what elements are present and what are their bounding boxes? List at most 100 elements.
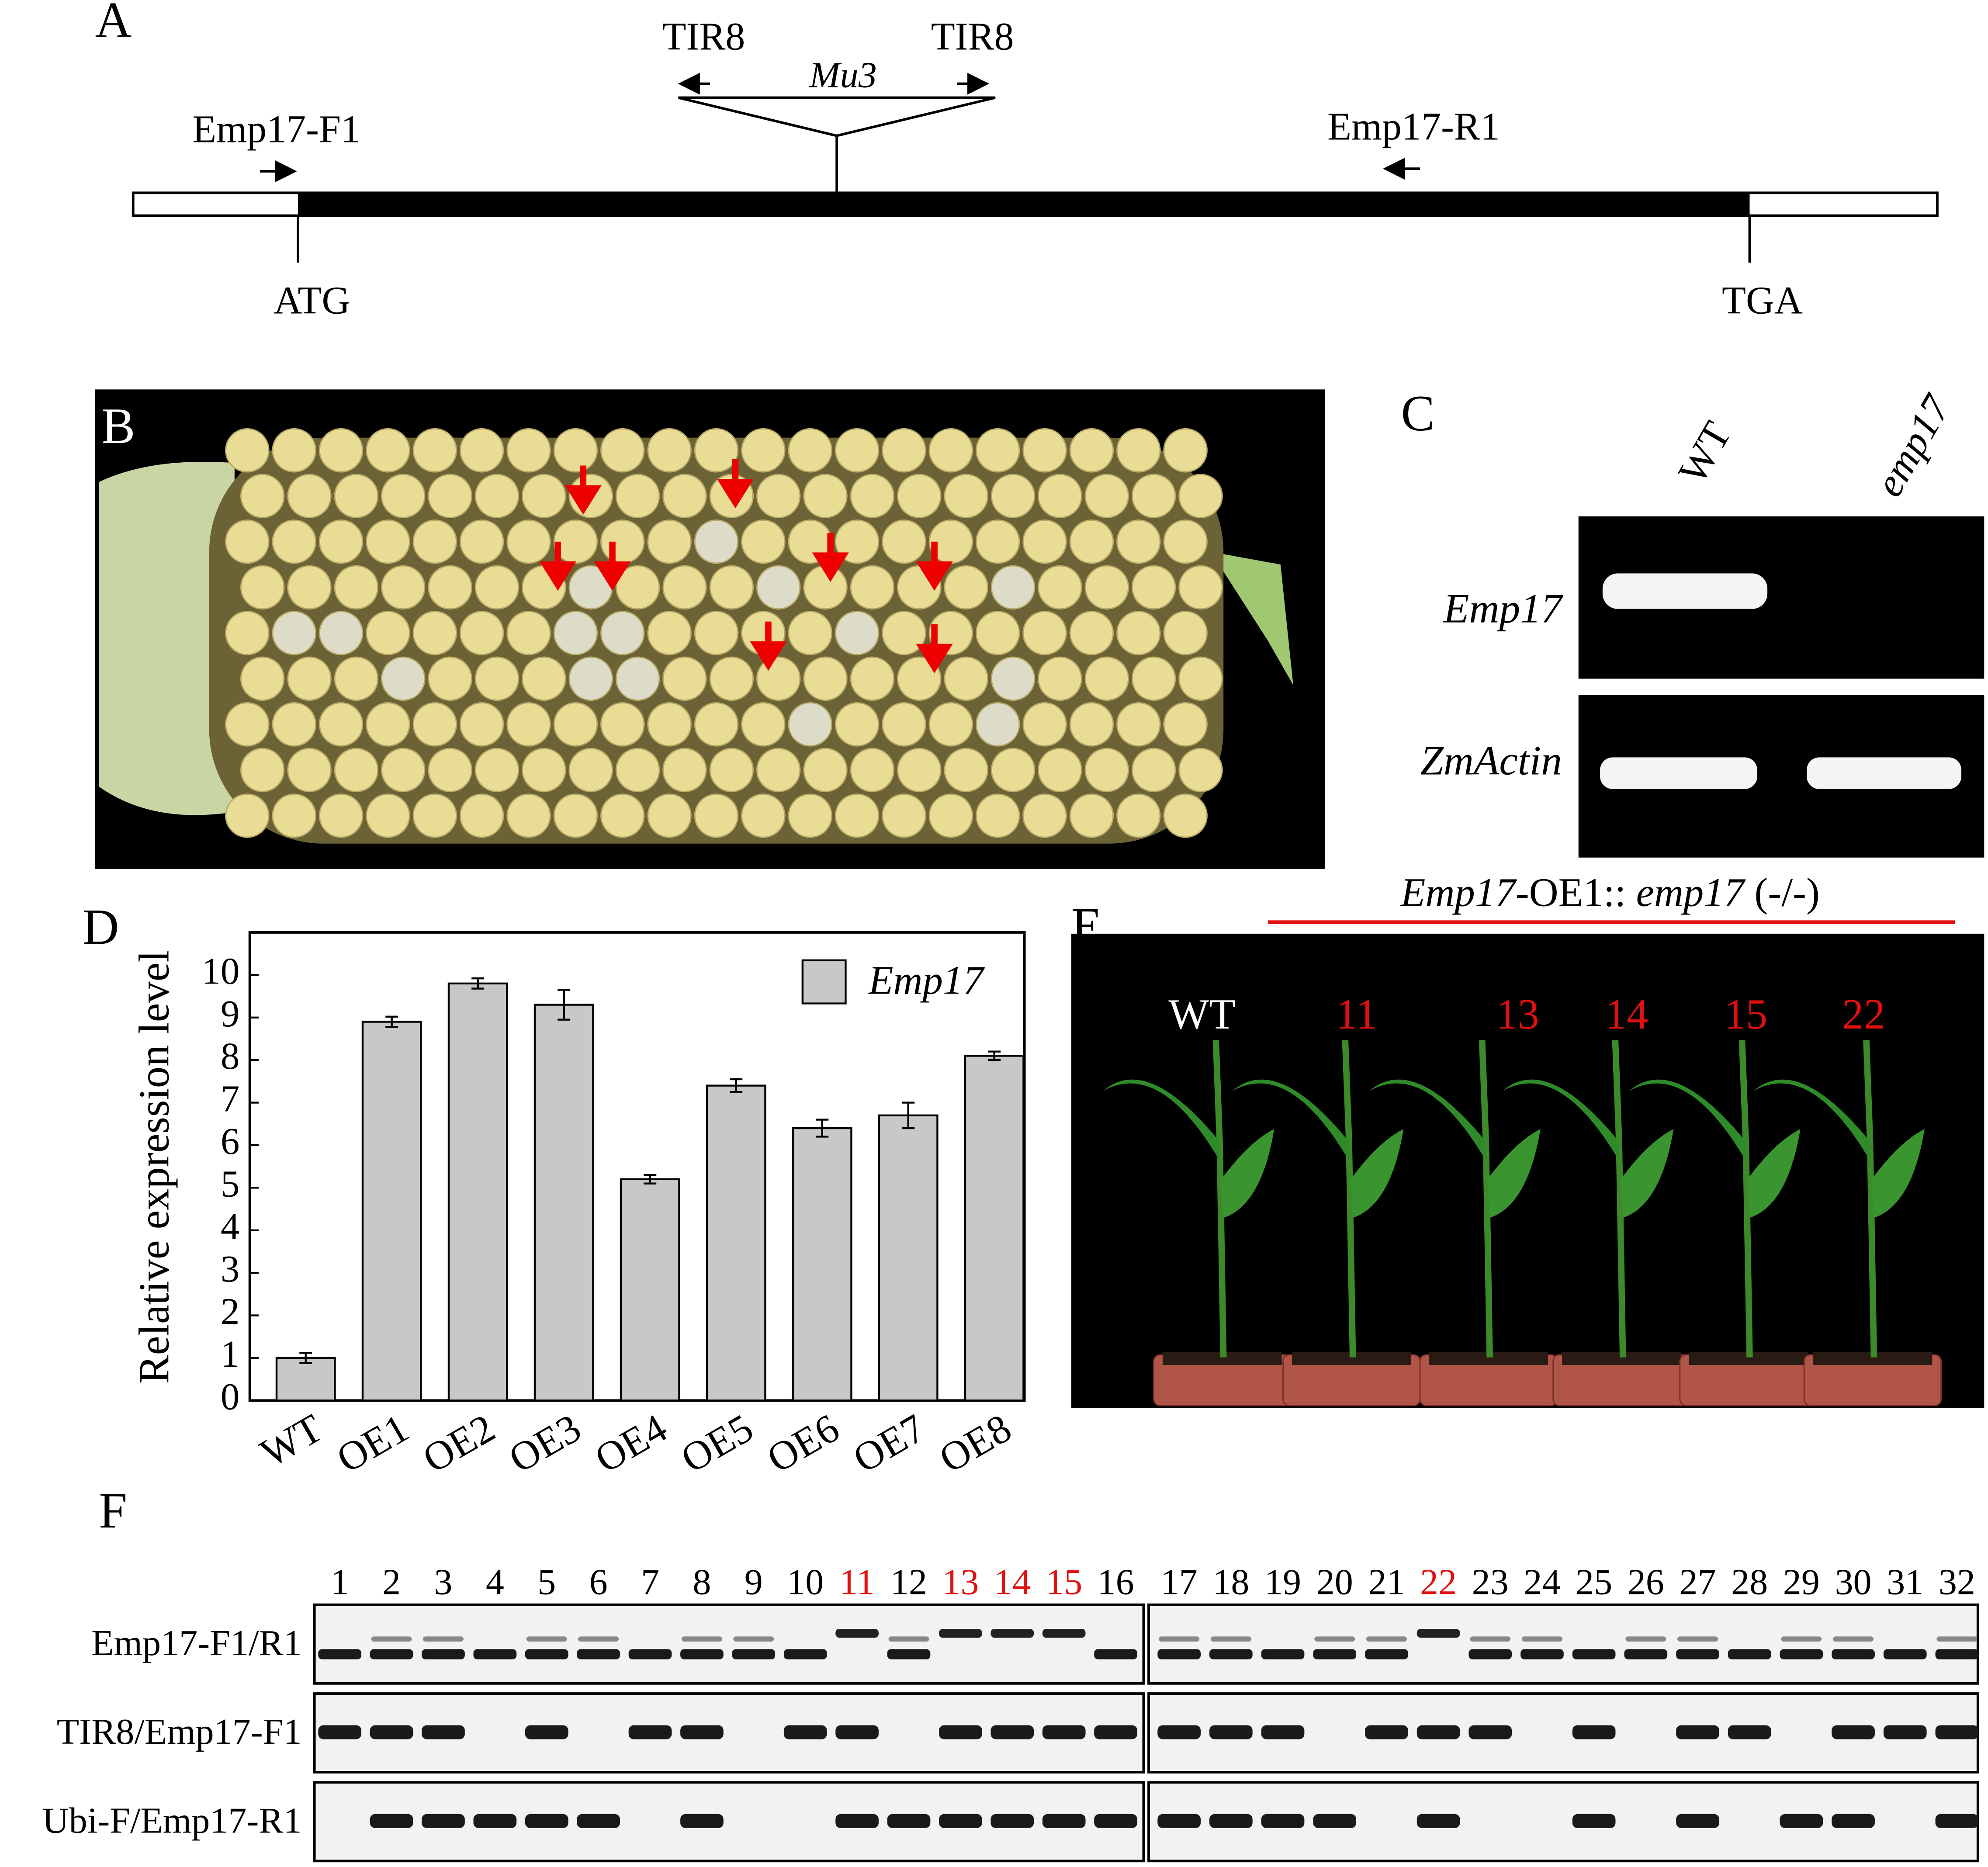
f1-arrow bbox=[260, 160, 297, 182]
kernel bbox=[1116, 428, 1161, 473]
plant-label: 22 bbox=[1842, 991, 1885, 1038]
codon-label: ATG bbox=[274, 279, 350, 322]
gel-band bbox=[1210, 1636, 1251, 1642]
kernel bbox=[240, 474, 285, 519]
gel-band bbox=[1832, 1649, 1875, 1659]
kernel bbox=[1116, 793, 1161, 838]
kernel bbox=[553, 428, 598, 473]
kernel bbox=[756, 656, 801, 701]
kernel bbox=[600, 428, 645, 473]
red-arrow bbox=[916, 541, 953, 591]
gel bbox=[313, 1603, 1145, 1685]
kernel bbox=[694, 428, 739, 473]
leaf bbox=[1747, 1129, 1801, 1218]
kernel bbox=[334, 565, 379, 610]
kernel bbox=[287, 474, 332, 519]
red-arrow bbox=[539, 541, 576, 591]
gel-band bbox=[1728, 1649, 1771, 1659]
primer-label: Emp17-F1 bbox=[192, 107, 360, 151]
gel-band bbox=[1209, 1814, 1253, 1828]
leaf bbox=[1502, 1079, 1619, 1161]
y-tick-label: 9 bbox=[221, 992, 240, 1035]
kernel bbox=[788, 428, 833, 473]
gel-band bbox=[578, 1636, 619, 1642]
mu-insert bbox=[678, 96, 996, 137]
x-tick-label: OE8 bbox=[932, 1406, 1019, 1482]
bar bbox=[878, 1114, 939, 1402]
kernel bbox=[474, 748, 520, 793]
lane-label: 14 bbox=[994, 1562, 1031, 1603]
gel-band bbox=[628, 1649, 672, 1659]
kernel bbox=[756, 565, 801, 610]
kernel bbox=[850, 565, 895, 610]
gel-band bbox=[1624, 1649, 1668, 1659]
gel-band bbox=[1159, 1636, 1200, 1642]
y-tick-label: 7 bbox=[221, 1077, 240, 1120]
gel-band bbox=[1417, 1725, 1460, 1739]
kernel bbox=[615, 565, 660, 610]
gel-band bbox=[1417, 1814, 1460, 1828]
gel-band bbox=[526, 1636, 567, 1642]
panel-label: C bbox=[1401, 386, 1434, 442]
kernel bbox=[1163, 793, 1208, 838]
kernel bbox=[1069, 610, 1114, 655]
kernel bbox=[428, 748, 472, 793]
kernel bbox=[272, 793, 316, 838]
primer-label: TIR8 bbox=[931, 15, 1014, 59]
kernel bbox=[835, 793, 880, 838]
gel-band bbox=[1883, 1725, 1927, 1739]
kernel bbox=[1178, 474, 1223, 519]
lane-label: 28 bbox=[1731, 1562, 1768, 1603]
kernel bbox=[1116, 519, 1161, 564]
kernel bbox=[897, 748, 942, 793]
kernel bbox=[319, 428, 364, 473]
kernel bbox=[944, 748, 988, 793]
gel-band bbox=[680, 1725, 724, 1739]
kernel bbox=[240, 656, 285, 701]
kernel bbox=[1131, 656, 1176, 701]
lane-label: 1 bbox=[331, 1562, 349, 1603]
kernel bbox=[647, 702, 692, 747]
lane-label: 22 bbox=[1420, 1562, 1457, 1603]
red-arrow bbox=[750, 621, 787, 671]
kernel bbox=[991, 748, 1036, 793]
gel-band bbox=[783, 1725, 827, 1739]
kernel bbox=[882, 519, 926, 564]
lane-label: 13 bbox=[942, 1562, 979, 1603]
plant-label: WT bbox=[1168, 991, 1235, 1038]
kernel bbox=[474, 565, 520, 610]
gel-band bbox=[525, 1725, 568, 1739]
kernel bbox=[272, 519, 316, 564]
kernel bbox=[428, 656, 472, 701]
kernel bbox=[1022, 428, 1067, 473]
kernel bbox=[1178, 748, 1223, 793]
legend-label: Emp17 bbox=[868, 958, 985, 1003]
kernel bbox=[897, 474, 942, 519]
lane-label: 25 bbox=[1576, 1562, 1612, 1603]
kernel bbox=[615, 656, 660, 701]
leaf bbox=[1369, 1079, 1486, 1161]
kernel bbox=[882, 428, 926, 473]
gel-band bbox=[835, 1628, 879, 1638]
kernel bbox=[428, 474, 472, 519]
gel-band bbox=[1094, 1814, 1137, 1828]
kernel bbox=[428, 565, 472, 610]
kernel bbox=[1069, 702, 1114, 747]
kernel bbox=[568, 748, 613, 793]
leaf bbox=[1753, 1079, 1870, 1161]
kernel bbox=[647, 519, 692, 564]
gel-band bbox=[1935, 1725, 1979, 1739]
kernel bbox=[741, 793, 786, 838]
kernel bbox=[381, 474, 426, 519]
kernel bbox=[647, 428, 692, 473]
kernel bbox=[975, 702, 1020, 747]
lane-label: 10 bbox=[787, 1562, 824, 1603]
gel-band bbox=[681, 1636, 722, 1642]
gel-band bbox=[939, 1628, 982, 1638]
panel-label: A bbox=[95, 0, 132, 48]
error-bar bbox=[558, 989, 571, 1021]
kernel bbox=[553, 519, 598, 564]
lane-label: 31 bbox=[1887, 1562, 1923, 1603]
gel-band bbox=[1780, 1649, 1823, 1659]
